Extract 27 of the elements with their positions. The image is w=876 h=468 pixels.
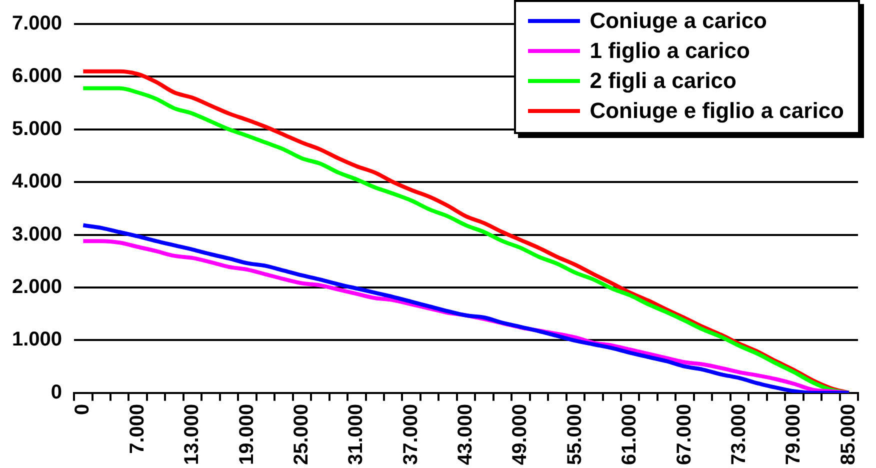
x-tick-label: 67.000 <box>673 404 696 465</box>
x-tick-label: 79.000 <box>782 404 805 465</box>
x-tick-label: 25.000 <box>290 404 312 465</box>
x-tick-label: 61.000 <box>618 404 641 465</box>
x-tick-label: 0 <box>72 404 94 415</box>
x-tick-label: 31.000 <box>345 404 368 465</box>
legend-label: 1 figlio a carico <box>590 38 750 64</box>
x-tick-label: 43.000 <box>454 404 477 465</box>
x-tick-label: 37.000 <box>400 404 422 465</box>
y-tick-label: 0 <box>50 381 62 404</box>
x-tick-label: 55.000 <box>564 404 586 465</box>
y-tick-label: 5.000 <box>12 118 62 140</box>
legend-label: Coniuge a carico <box>590 8 767 34</box>
legend-label: Coniuge e figlio a carico <box>590 98 844 124</box>
x-tick-label: 19.000 <box>236 404 258 465</box>
x-tick-label: 49.000 <box>509 404 532 465</box>
y-tick-label: 6.000 <box>12 65 62 88</box>
y-tick-label: 2.000 <box>12 276 62 298</box>
x-tick-label: 7.000 <box>126 404 148 454</box>
x-tick-label: 13.000 <box>181 404 204 465</box>
y-tick-label: 7.000 <box>12 12 62 35</box>
x-tick-label: 73.000 <box>728 404 750 465</box>
legend-label: 2 figli a carico <box>590 68 736 94</box>
x-tick-label: 85.000 <box>837 404 860 465</box>
y-tick-label: 1.000 <box>12 328 62 351</box>
y-tick-label: 3.000 <box>12 223 62 246</box>
y-tick-label: 4.000 <box>12 170 62 193</box>
